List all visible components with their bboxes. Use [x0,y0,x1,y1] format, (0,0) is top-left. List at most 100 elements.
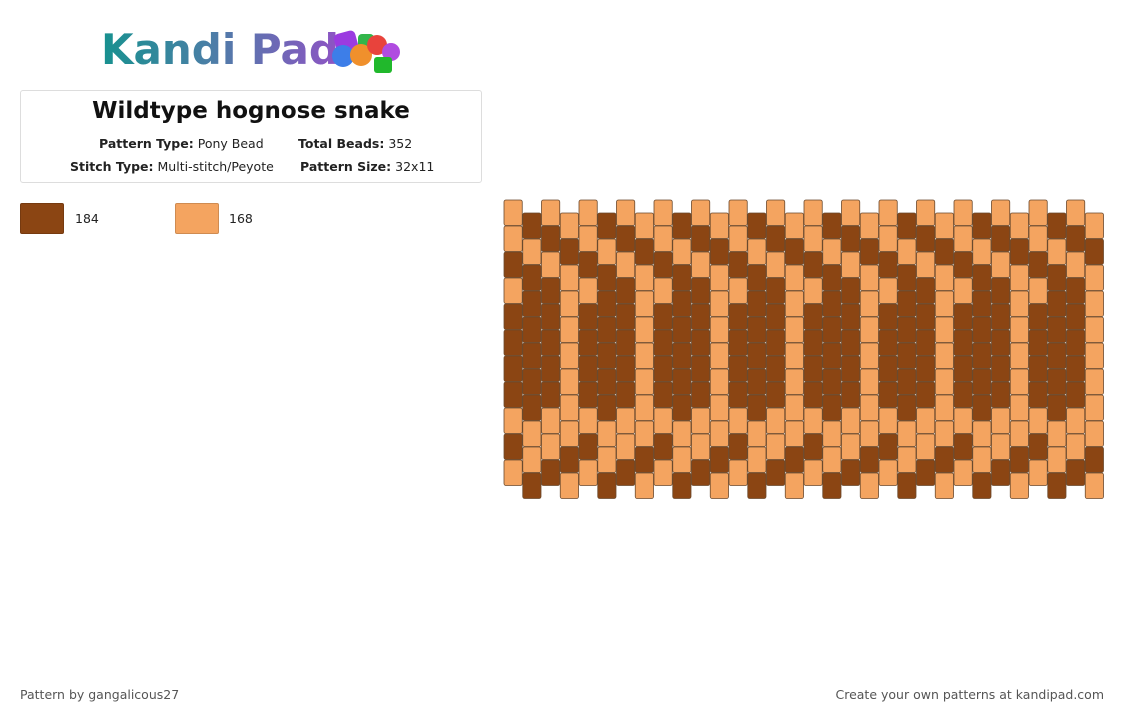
bead [859,446,879,473]
bead [1066,329,1086,356]
bead [878,303,898,330]
bead [1084,446,1104,473]
bead [522,394,542,421]
bead [1009,394,1029,421]
bead [672,446,692,473]
bead [691,199,711,226]
bead [503,433,523,460]
bead [616,225,636,252]
bead [1028,407,1048,434]
bead [934,368,954,395]
bead [728,329,748,356]
bead [841,251,861,278]
bead [991,407,1011,434]
bead [841,381,861,408]
bead [916,329,936,356]
field: Pattern Size: 32x11 [300,159,434,174]
bead [522,212,542,239]
bead [916,303,936,330]
bead [747,342,767,369]
bead [709,446,729,473]
bead [953,381,973,408]
bead [1047,394,1067,421]
bead [878,329,898,356]
pattern-title: Wildtype hognose snake [92,98,410,124]
bead [653,433,673,460]
bead [859,316,879,343]
bead [1084,394,1104,421]
bead [1028,225,1048,252]
bead [841,199,861,226]
bead [766,225,786,252]
bead [822,316,842,343]
bead [522,290,542,317]
field-value: Pony Bead [197,136,264,151]
bead [953,459,973,486]
bead [503,303,523,330]
bead [784,290,804,317]
bead [897,446,917,473]
bead [803,459,823,486]
bead [878,433,898,460]
bead [653,355,673,382]
bead [616,329,636,356]
bead [953,329,973,356]
color-count: 184 [75,211,99,226]
bead [1009,472,1029,499]
bead [1009,290,1029,317]
bead [784,316,804,343]
bead [916,251,936,278]
bead [916,199,936,226]
bead [503,407,523,434]
bead [709,394,729,421]
bead [747,264,767,291]
bead [916,433,936,460]
bead [634,394,654,421]
bead [559,446,579,473]
bead [728,199,748,226]
bead [897,342,917,369]
bead [953,433,973,460]
bead [1028,355,1048,382]
bead [616,381,636,408]
bead [1028,433,1048,460]
bead [541,199,561,226]
bead [653,459,673,486]
bead [1047,238,1067,265]
bead [822,446,842,473]
bead [897,420,917,447]
bead [972,472,992,499]
bead [822,212,842,239]
bead [672,290,692,317]
bead [709,238,729,265]
bead [803,303,823,330]
bead [747,290,767,317]
bead [859,394,879,421]
bead [578,251,598,278]
bead [578,355,598,382]
bead [822,394,842,421]
color-count: 168 [229,211,253,226]
bead [1066,381,1086,408]
bead [691,433,711,460]
bead [616,407,636,434]
pattern-card: Wildtype hognose snake Pattern Type: Pony… [20,90,482,183]
bead [578,225,598,252]
bead [953,277,973,304]
bead [1066,355,1086,382]
bead [522,446,542,473]
bead [972,368,992,395]
bead [897,368,917,395]
bead [803,329,823,356]
bead [878,277,898,304]
bead [784,212,804,239]
bead [1009,238,1029,265]
field-value: Multi-stitch/Peyote [157,159,274,174]
bead [747,316,767,343]
bead [616,251,636,278]
bead [503,381,523,408]
bead [897,316,917,343]
footer-link[interactable]: Create your own patterns at kandipad.com [835,687,1104,702]
bead [634,264,654,291]
